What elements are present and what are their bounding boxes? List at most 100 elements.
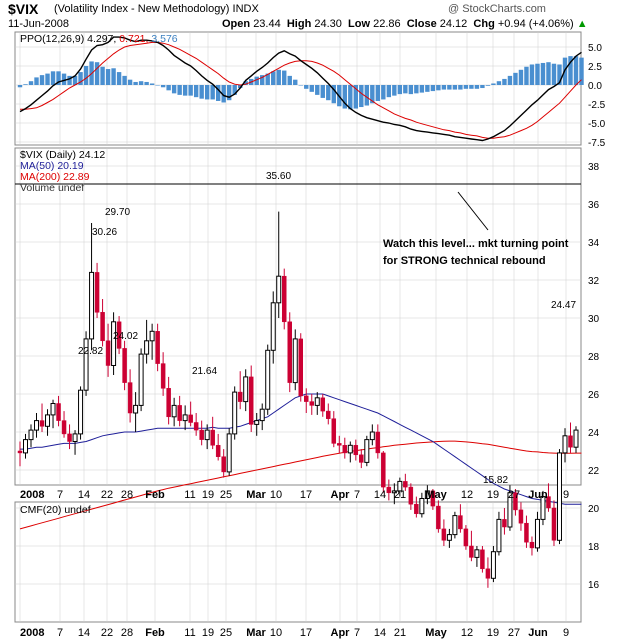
histogram-bar xyxy=(425,85,430,92)
candlestick xyxy=(513,489,518,516)
x-tick-label: Apr xyxy=(331,627,351,639)
legend-ma50: MA(50) 20.19 xyxy=(20,160,84,172)
x-tick-label: 22 xyxy=(101,627,113,639)
histogram-bar xyxy=(342,85,347,109)
chart-date: 11-Jun-2008 xyxy=(8,18,69,30)
ppo-lines xyxy=(19,36,582,142)
price-tick-label: 38 xyxy=(588,162,600,173)
histogram-bar xyxy=(551,63,557,85)
candlestick xyxy=(458,504,463,533)
histogram-bar xyxy=(282,70,287,85)
histogram-bar xyxy=(419,85,425,93)
histogram-bar xyxy=(215,85,221,101)
histogram-bar xyxy=(111,68,116,85)
candlestick xyxy=(138,348,144,412)
histogram-bar xyxy=(276,69,281,85)
candlestick xyxy=(364,435,370,467)
histogram-bar xyxy=(496,81,502,85)
histogram-bar xyxy=(133,81,138,85)
histogram-bar xyxy=(507,75,513,85)
candlestick xyxy=(204,424,210,450)
histogram-bar xyxy=(199,85,204,99)
candlestick xyxy=(89,223,95,351)
candlestick xyxy=(298,333,304,402)
candlestick xyxy=(353,439,359,461)
histogram-bar xyxy=(513,72,518,85)
x-tick-label: 14 xyxy=(374,489,386,501)
price-y-axis: 38 36 34 32 30 28 26 24 22 20 18 16 xyxy=(588,162,600,591)
candlestick xyxy=(331,411,337,448)
candlestick xyxy=(193,413,199,436)
histogram-bar xyxy=(326,85,331,101)
histogram-bar xyxy=(491,83,496,85)
candlestick xyxy=(568,422,573,453)
histogram-bar xyxy=(45,73,50,85)
candlestick xyxy=(540,490,546,526)
x-tick-label: 28 xyxy=(121,627,133,639)
ohlc-summary: Open 23.44 High 24.30 Low 22.86 Close 24… xyxy=(222,18,588,30)
symbol-name: (Volatility Index - New Methodology) IND… xyxy=(54,3,259,15)
histogram-bar xyxy=(193,85,199,98)
candlestick xyxy=(463,525,469,550)
histogram-bar xyxy=(34,77,39,85)
candlestick xyxy=(67,424,72,450)
histogram-bar xyxy=(557,64,562,85)
candlestick xyxy=(452,511,458,539)
histogram-bar xyxy=(546,62,551,85)
x-tick-label: May xyxy=(425,489,447,501)
x-tick-label: 12 xyxy=(461,489,473,501)
histogram-bar xyxy=(331,85,336,104)
price-label: 24.47 xyxy=(551,300,576,311)
candlestick xyxy=(502,508,507,535)
histogram-bar xyxy=(403,85,408,94)
candlestick xyxy=(28,424,34,448)
histogram-bar xyxy=(144,81,149,85)
ppo-tick-label: 5.0 xyxy=(588,43,602,54)
x-tick-label: 17 xyxy=(300,627,312,639)
x-tick-label: 21 xyxy=(394,489,406,501)
price-label: 22.82 xyxy=(78,346,103,357)
candlesticks xyxy=(17,211,579,588)
price-label: 35.60 xyxy=(266,171,291,182)
histogram-bar xyxy=(359,85,364,108)
candlestick xyxy=(524,515,529,548)
ppo-line xyxy=(19,36,582,142)
histogram-bar xyxy=(17,85,23,88)
histogram-bar xyxy=(166,85,171,91)
candlestick xyxy=(17,441,23,467)
price-legend: $VIX (Daily) 24.12 MA(50) 20.19 MA(200) … xyxy=(20,149,105,194)
ppo-panel-frame xyxy=(14,31,582,146)
x-tick-label: Feb xyxy=(145,627,165,639)
histogram-bar xyxy=(67,75,72,85)
histogram-bar xyxy=(226,85,232,101)
histogram-bar xyxy=(392,85,397,96)
histogram-bar xyxy=(243,81,248,85)
ppo-tick-label: -7.5 xyxy=(588,138,606,149)
candlestick xyxy=(490,546,496,583)
cmf-panel-frame xyxy=(14,501,582,623)
ppo-tick-label: -5.0 xyxy=(588,119,606,130)
candlestick xyxy=(314,392,320,415)
annotation-line-2: for STRONG technical rebound xyxy=(383,255,546,267)
histogram-bar xyxy=(370,85,375,104)
annotation-line-1: Watch this level... mkt turning point xyxy=(383,238,569,250)
price-tick-label: 26 xyxy=(588,390,600,401)
candlestick xyxy=(391,483,397,505)
histogram-bar xyxy=(127,79,133,85)
histogram-bar xyxy=(540,62,546,85)
candlestick xyxy=(78,386,84,440)
candlestick xyxy=(304,388,309,413)
histogram-bar xyxy=(320,85,325,98)
up-arrow-icon: ▲ xyxy=(576,18,588,30)
histogram-bar xyxy=(177,85,182,95)
candlestick xyxy=(546,483,551,512)
histogram-bar xyxy=(232,85,237,95)
candlestick xyxy=(259,403,265,431)
x-tick-label: 27 xyxy=(508,627,520,639)
histogram-bar xyxy=(260,75,265,85)
candlestick xyxy=(254,413,260,436)
histogram-bar xyxy=(469,85,474,89)
candlestick xyxy=(276,211,282,318)
x-tick-label: 19 xyxy=(487,489,499,501)
x-tick-label: Jun xyxy=(528,489,548,501)
